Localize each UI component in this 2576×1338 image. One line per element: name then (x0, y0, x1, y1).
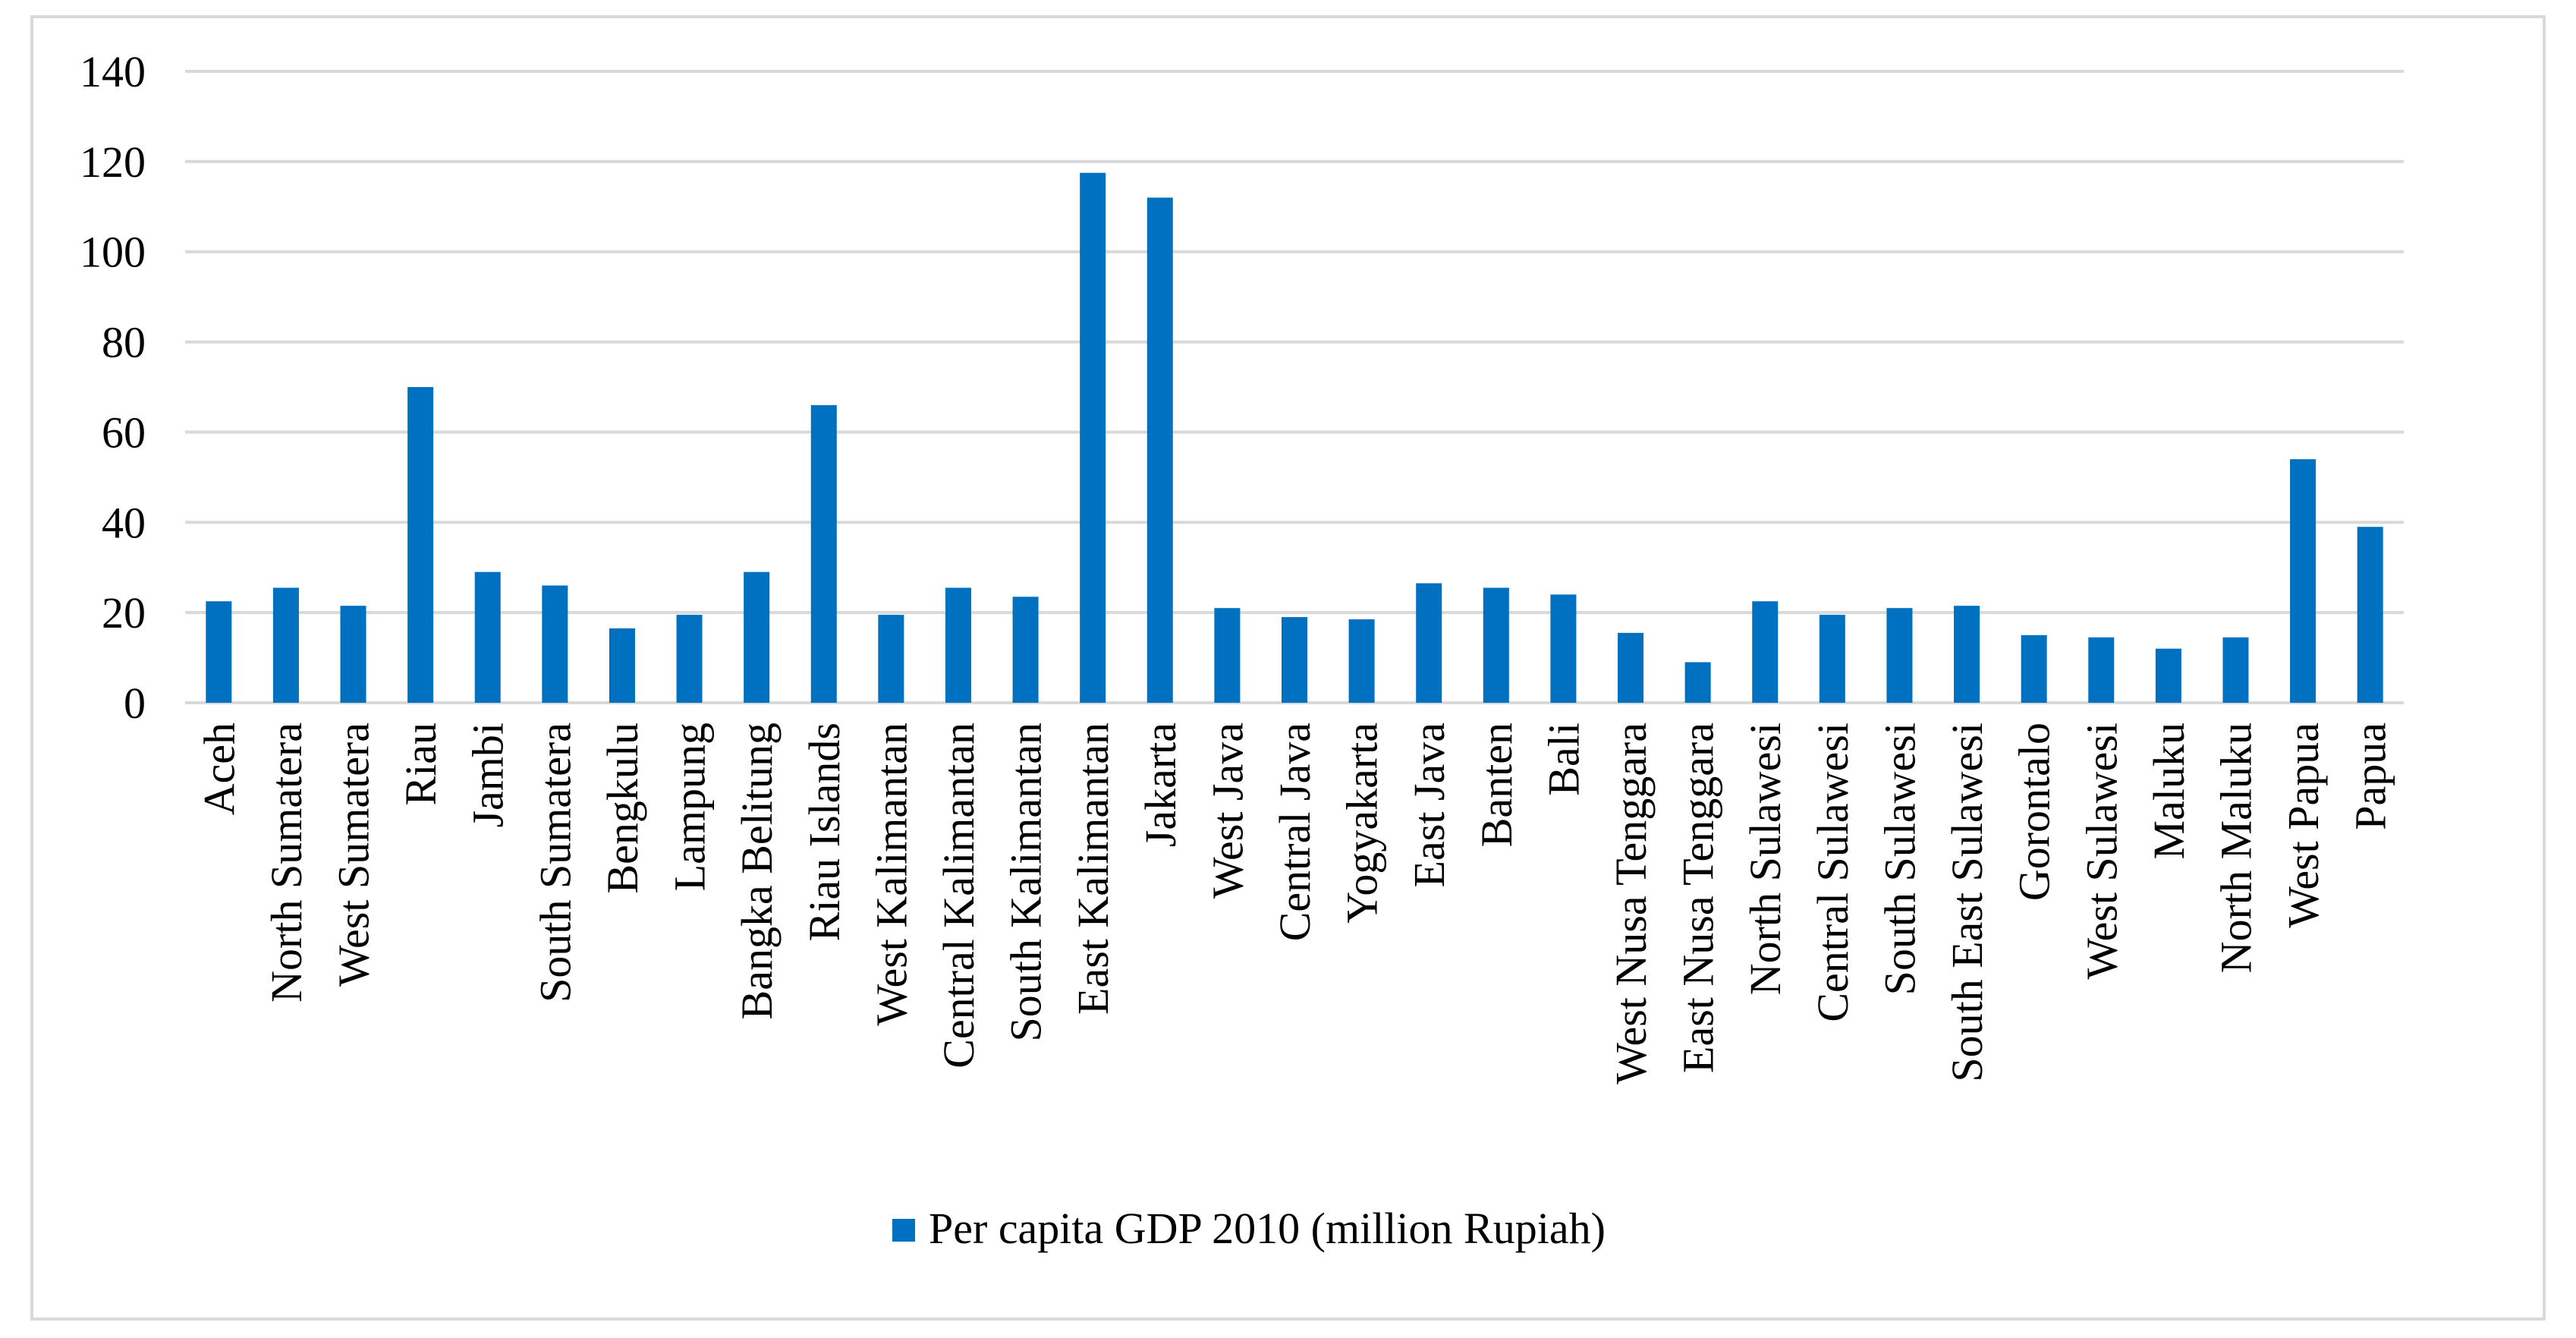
legend-label: Per capita GDP 2010 (million Rupiah) (929, 1204, 1606, 1253)
y-tick-label: 80 (102, 318, 146, 367)
bar (1348, 619, 1375, 703)
bar (676, 615, 703, 703)
bar (2088, 637, 2115, 703)
bar (2155, 648, 2181, 703)
bar (1012, 597, 1039, 703)
bar (1752, 601, 1779, 703)
y-tick-label: 120 (80, 137, 146, 187)
x-tick-label: West Kalimantan (867, 723, 916, 1026)
x-tick-label: North Maluku (2211, 723, 2260, 973)
bar (1214, 608, 1241, 703)
legend: Per capita GDP 2010 (million Rupiah) (892, 1204, 1606, 1253)
bar (810, 405, 837, 703)
y-axis-ticks: 0 20 40 60 80 100 120 140 (80, 47, 146, 728)
y-tick-label: 0 (124, 678, 146, 728)
x-tick-label: Maluku (2144, 723, 2194, 859)
bar (1282, 617, 1307, 703)
x-tick-label: North Sumatera (262, 723, 311, 1003)
bar (1550, 594, 1577, 703)
x-tick-label: West Sulawesi (2077, 723, 2126, 979)
x-tick-label: West Java (1203, 723, 1252, 899)
bar (878, 615, 904, 703)
x-tick-label: Central Kalimantan (934, 723, 983, 1069)
bar (945, 587, 971, 703)
x-tick-label: Bengkulu (598, 723, 647, 894)
x-tick-label: Jakarta (1136, 723, 1185, 847)
x-tick-label: Banten (1472, 723, 1521, 847)
x-tick-label: Gorontalo (2010, 723, 2059, 901)
x-tick-label: Riau (396, 723, 445, 806)
bar (2021, 634, 2047, 703)
x-tick-label: West Sumatera (329, 723, 379, 987)
gridlines (185, 70, 2404, 704)
x-tick-label: Bali (1539, 723, 1588, 796)
bar (744, 571, 770, 703)
bars (206, 172, 2383, 703)
y-tick-label: 100 (80, 228, 146, 277)
x-tick-label: South Sulawesi (1875, 723, 1924, 995)
x-tick-label: South Kalimantan (1002, 723, 1051, 1041)
y-tick-label: 40 (102, 498, 146, 547)
x-tick-label: Central Java (1270, 723, 1319, 941)
x-tick-label: Aceh (194, 723, 244, 815)
bar (1146, 197, 1173, 703)
bar (2357, 527, 2383, 703)
bar (1618, 632, 1644, 703)
x-tick-label: South Sumatera (530, 723, 580, 1003)
bar (1416, 583, 1442, 703)
bar (407, 387, 434, 703)
x-tick-label: East Kalimantan (1068, 723, 1118, 1015)
legend-swatch (892, 1219, 915, 1242)
x-tick-label: East Nusa Tenggara (1674, 723, 1723, 1073)
y-tick-label: 140 (80, 47, 146, 96)
bar (206, 601, 232, 703)
x-tick-label: West Papua (2279, 723, 2328, 928)
bar (542, 585, 568, 703)
x-tick-label: Central Sulawesi (1808, 723, 1857, 1022)
x-axis-labels: Aceh North Sumatera West Sumatera Riau Jambi… (194, 723, 2395, 1085)
bar (272, 587, 299, 703)
x-tick-label: East Java (1404, 723, 1454, 887)
bar (340, 606, 366, 703)
x-tick-label: North Sulawesi (1741, 723, 1790, 995)
bar (1819, 615, 1845, 703)
y-tick-label: 60 (102, 408, 146, 457)
x-tick-label: Papua (2346, 723, 2395, 830)
x-tick-label: Jambi (464, 723, 513, 828)
x-tick-label: Lampung (665, 723, 715, 891)
bar (2290, 459, 2317, 703)
bar (1954, 606, 1980, 703)
x-tick-label: Bangka Belitung (732, 723, 782, 1019)
y-tick-label: 20 (102, 588, 146, 638)
bar (1483, 587, 1509, 703)
bar (1684, 662, 1711, 703)
x-tick-label: West Nusa Tenggara (1606, 723, 1656, 1085)
bar (474, 571, 501, 703)
x-tick-label: Yogyakarta (1338, 723, 1387, 924)
x-tick-label: Riau Islands (800, 723, 849, 941)
bar (1886, 608, 1913, 703)
bar (609, 628, 635, 703)
bar (2222, 637, 2249, 703)
bar (1080, 172, 1106, 703)
x-tick-label: South East Sulawesi (1942, 723, 1992, 1082)
